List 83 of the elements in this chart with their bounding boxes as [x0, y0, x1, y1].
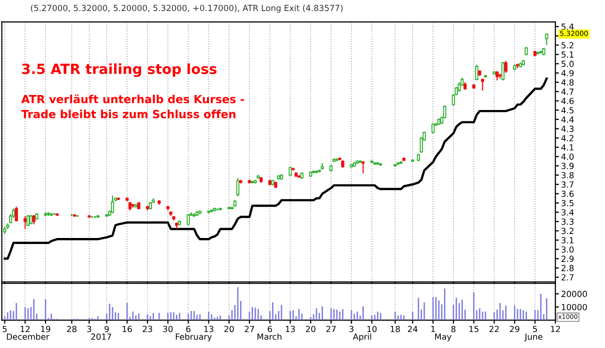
text: (5.27000, 5.32000, 5.20000, 5.32000, +0.17000), ATR Long Exit (4.83577) [30, 4, 343, 13]
text: April [352, 333, 372, 342]
y-tick-label: 4.2 [561, 134, 574, 142]
candlestick [14, 206, 18, 222]
candlestick [496, 70, 499, 81]
y-tick-label: 10000 [562, 304, 587, 310]
x-tick-label: 18 [390, 326, 400, 332]
x-tick-label: 30 [163, 326, 173, 332]
candlestick [32, 214, 36, 225]
y-tick-label: 4.1 [561, 144, 574, 150]
x-tick-label: 5 [2, 326, 7, 332]
candlestick [458, 82, 461, 92]
y-tick-label: 3.3 [562, 218, 574, 225]
text: ATR verläuft unterhalb des Kurses - Trade bleibt bis zum Schluss offen [21, 94, 244, 118]
candlestick [475, 64, 478, 81]
candlestick [501, 61, 505, 81]
text: June [524, 334, 542, 342]
y-tick-label: 4.4 [561, 116, 574, 123]
x-tick-label: 27 [244, 326, 254, 332]
y-tick-label: 20000 [562, 290, 587, 298]
y-tick-label: 4.5 [561, 107, 574, 114]
x-tick-label: 12 [551, 326, 560, 332]
candlestick [504, 60, 508, 74]
y-tick-label: 5.4 [562, 24, 574, 30]
y-tick-label: 5.1 [562, 52, 574, 58]
candlestick [26, 214, 30, 227]
text: May [435, 334, 452, 342]
y-tick-label: 3.6 [562, 190, 574, 197]
y-tick-label: 4.9 [561, 70, 574, 76]
text: February [176, 333, 212, 342]
x-tick-label: 3 [87, 326, 92, 332]
text: December [6, 333, 50, 340]
y-tick-label: 5.0 [562, 60, 574, 67]
y-tick-label: 3.2 [562, 228, 574, 234]
x-tick-label: 24 [408, 326, 418, 332]
x-tick-label: 10 [367, 326, 377, 332]
x-tick-label: 27 [326, 326, 336, 332]
y-tick-label: 3.1 [562, 237, 574, 244]
y-tick-label: 4.8 [561, 79, 574, 86]
y-tick-label: 3.0 [562, 246, 574, 253]
x-tick-label: 29 [510, 326, 520, 332]
y-tick-label: 4.3 [561, 126, 574, 132]
x-tick-label: 22 [490, 326, 499, 332]
candlestick [545, 33, 548, 46]
x-tick-label: 19 [41, 326, 50, 332]
y-tick-label: 5.2 [562, 42, 574, 48]
x-tick-label: 13 [204, 326, 214, 332]
x-tick-label: 5 [532, 326, 537, 332]
y-tick-label: 4.7 [561, 88, 574, 95]
x-tick-label: 6 [186, 326, 190, 332]
y-tick-label: 4.0 [561, 154, 574, 160]
candlestick [480, 78, 484, 92]
y-tick-label: 3.9 [562, 162, 574, 170]
x-tick-label: 6 [268, 326, 272, 332]
y-tick-label: 3.4 [562, 209, 574, 216]
x-tick-label: 9 [104, 326, 109, 332]
x-tick-label: 13 [286, 326, 295, 332]
x-tick-label: 16 [122, 326, 132, 332]
candlestick [431, 122, 435, 134]
x-tick-label: 15 [469, 326, 478, 332]
x-tick-label: 1 [431, 326, 435, 332]
y-tick-label: 2.9 [562, 256, 574, 262]
candlestick [236, 177, 240, 198]
text: March [258, 333, 282, 340]
text: 2017 [91, 334, 112, 340]
y-tick-label: 2.7 [562, 274, 574, 280]
candlestick [110, 194, 114, 214]
candlestick [24, 215, 27, 230]
text: 3.5 ATR trailing stop loss [22, 63, 217, 77]
x-tick-label: 3 [349, 326, 354, 332]
x-tick-label: 8 [451, 326, 456, 332]
candlestick [362, 160, 365, 174]
x-tick-label: 12 [20, 326, 30, 332]
x-tick-label: 28 [67, 326, 76, 332]
x-tick-label: 20 [306, 326, 316, 332]
y-tick-label: 3.5 [562, 200, 574, 206]
x-tick-label: 20 [224, 326, 234, 332]
y-tick-label: 2.8 [562, 264, 574, 272]
y-tick-label: 4.6 [561, 98, 574, 104]
y-tick-label: 3.8 [562, 172, 574, 178]
y-tick-label: 3.7 [562, 181, 574, 188]
candlestick [29, 214, 33, 225]
x-tick-label: 23 [142, 326, 152, 332]
